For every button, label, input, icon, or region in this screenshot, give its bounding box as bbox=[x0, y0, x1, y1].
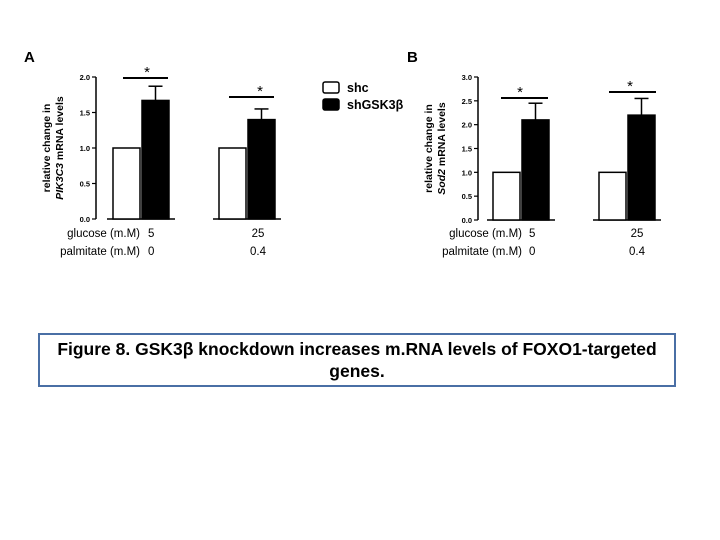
panel-b-label: B bbox=[407, 49, 418, 66]
panel-b-y-tick-label: 1.5 bbox=[462, 145, 472, 154]
panel-b-ylabel-line2: Sod2 mRNA levels bbox=[436, 102, 448, 195]
panel-a-ylabel-gene: PIK3C3 bbox=[54, 163, 66, 200]
panel-a-bar-shgsk3b bbox=[247, 118, 276, 220]
panel-a-ylabel-suffix: mRNA levels bbox=[54, 96, 66, 163]
panel-a-y-tick-label: 2.0 bbox=[80, 73, 90, 82]
panel-a-ylabel-line1: relative change in bbox=[41, 104, 53, 193]
panel-a-ylabel-line2: PIK3C3 mRNA levels bbox=[54, 96, 66, 200]
caption-box: Figure 8. GSK3β knockdown increases m.RN… bbox=[38, 333, 676, 387]
panel-b-row-label-palmitate: palmitate (m.M) bbox=[442, 246, 522, 258]
panel-b-ylabel-suffix: mRNA levels bbox=[436, 102, 448, 169]
panel-b-significance-star: * bbox=[627, 78, 633, 95]
panel-a-significance-star: * bbox=[144, 64, 150, 81]
panel-b-palmitate-value: 0.4 bbox=[629, 246, 646, 258]
legend-label-shgsk3b: shGSK3β bbox=[347, 98, 404, 112]
panel-b-ylabel-line1: relative change in bbox=[423, 104, 435, 193]
panel-a-bar-shc bbox=[218, 147, 247, 220]
panel-a-y-tick-label: 0.5 bbox=[80, 180, 90, 189]
panel-b-significance-star: * bbox=[517, 84, 523, 101]
panel-b-y-tick-label: 1.0 bbox=[462, 168, 472, 177]
panel-a-palmitate-value: 0 bbox=[148, 246, 154, 258]
panel-a-glucose-value: 25 bbox=[252, 228, 265, 240]
panel-b-y-tick-label: 0.0 bbox=[462, 216, 472, 225]
panel-b-glucose-value: 5 bbox=[529, 228, 535, 240]
panel-b-glucose-value: 25 bbox=[631, 228, 644, 240]
panel-b-bar-shgsk3b bbox=[627, 114, 656, 221]
panel-b-ylabel-gene: Sod2 bbox=[436, 169, 448, 195]
panel-a-y-tick-label: 1.5 bbox=[80, 109, 90, 118]
panel-a-glucose-value: 5 bbox=[148, 228, 154, 240]
panel-a-palmitate-value: 0.4 bbox=[250, 246, 267, 258]
panel-b-row-label-glucose: glucose (m.M) bbox=[449, 228, 522, 240]
panel-a-label: A bbox=[24, 49, 35, 66]
panel-a-bar-shc bbox=[112, 147, 141, 220]
legend-label-shc: shc bbox=[347, 81, 369, 95]
panel-b-bar-shc bbox=[598, 171, 627, 221]
panel-b-y-tick-label: 3.0 bbox=[462, 73, 472, 82]
panel-b-y-tick-label: 2.0 bbox=[462, 121, 472, 130]
panel-b-bar-shgsk3b bbox=[521, 119, 550, 221]
panel-a-significance-star: * bbox=[257, 83, 263, 100]
legend-swatch-shc bbox=[322, 81, 340, 94]
figure-caption: Figure 8. GSK3β knockdown increases m.RN… bbox=[57, 339, 657, 381]
legend-swatch-shgsk3b bbox=[322, 98, 340, 111]
panel-b-palmitate-value: 0 bbox=[529, 246, 535, 258]
panel-a-row-label-glucose: glucose (m.M) bbox=[67, 228, 140, 240]
panel-a-bar-shgsk3b bbox=[141, 99, 170, 220]
panel-a-y-tick-label: 1.0 bbox=[80, 144, 90, 153]
panel-b-y-tick-label: 2.5 bbox=[462, 97, 472, 106]
panel-b-y-tick-label: 0.5 bbox=[462, 192, 472, 201]
panel-b-bar-shc bbox=[492, 171, 521, 221]
panel-a-row-label-palmitate: palmitate (m.M) bbox=[60, 246, 140, 258]
panel-a-y-tick-label: 0.0 bbox=[80, 215, 90, 224]
